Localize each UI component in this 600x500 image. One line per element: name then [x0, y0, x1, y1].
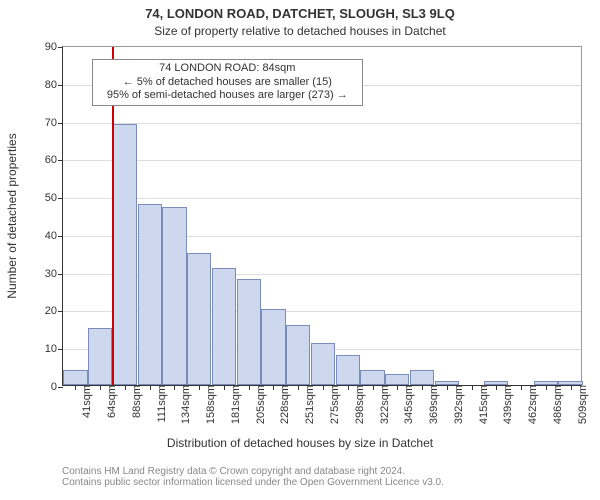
histogram-bar: [360, 370, 384, 385]
y-tick-label: 20: [45, 305, 63, 317]
x-tick-mark: [199, 385, 200, 390]
histogram-bar: [410, 370, 434, 385]
x-tick-mark: [348, 385, 349, 390]
x-tick-label: 64sqm: [104, 385, 118, 418]
x-tick-mark: [298, 385, 299, 390]
x-tick-label: 392sqm: [451, 385, 465, 424]
histogram-bar: [162, 207, 186, 385]
x-tick-mark: [496, 385, 497, 390]
x-axis-label: Distribution of detached houses by size …: [0, 436, 600, 450]
x-tick-mark: [447, 385, 448, 390]
y-tick-label: 90: [45, 41, 63, 53]
x-tick-label: 345sqm: [401, 385, 415, 424]
chart-container: 74, LONDON ROAD, DATCHET, SLOUGH, SL3 9L…: [0, 0, 600, 500]
x-tick-label: 415sqm: [476, 385, 490, 424]
y-tick-label: 80: [45, 79, 63, 91]
y-tick-label: 0: [51, 381, 63, 393]
y-tick-label: 60: [45, 154, 63, 166]
x-tick-label: 228sqm: [277, 385, 291, 424]
histogram-bar: [88, 328, 112, 385]
x-tick-mark: [546, 385, 547, 390]
attribution-line: Contains public sector information licen…: [62, 477, 444, 488]
x-tick-mark: [422, 385, 423, 390]
gridline: [63, 160, 581, 161]
x-tick-label: 111sqm: [154, 385, 168, 423]
histogram-bar: [113, 124, 137, 385]
x-tick-mark: [273, 385, 274, 390]
x-tick-mark: [100, 385, 101, 390]
y-axis-label: Number of detached properties: [5, 133, 19, 298]
x-tick-label: 509sqm: [575, 385, 589, 424]
x-tick-label: 181sqm: [228, 385, 242, 424]
x-tick-label: 322sqm: [377, 385, 391, 424]
histogram-bar: [311, 343, 335, 385]
histogram-bar: [336, 355, 360, 385]
x-tick-mark: [150, 385, 151, 390]
x-tick-mark: [521, 385, 522, 390]
histogram-bar: [138, 204, 162, 385]
gridline: [63, 198, 581, 199]
x-tick-label: 462sqm: [525, 385, 539, 424]
attribution-text: Contains HM Land Registry data © Crown c…: [62, 466, 444, 488]
x-tick-mark: [75, 385, 76, 390]
x-tick-mark: [373, 385, 374, 390]
x-tick-mark: [174, 385, 175, 390]
y-tick-label: 40: [45, 230, 63, 242]
chart-subtitle: Size of property relative to detached ho…: [0, 24, 600, 38]
x-tick-mark: [323, 385, 324, 390]
gridline: [63, 123, 581, 124]
x-tick-mark: [249, 385, 250, 390]
histogram-bar: [237, 279, 261, 385]
x-tick-label: 298sqm: [352, 385, 366, 424]
x-tick-label: 88sqm: [129, 385, 143, 418]
plot-area: 010203040506070809041sqm64sqm88sqm111sqm…: [62, 46, 582, 386]
histogram-bar: [187, 253, 211, 385]
x-tick-label: 158sqm: [203, 385, 217, 424]
x-tick-mark: [125, 385, 126, 390]
chart-title: 74, LONDON ROAD, DATCHET, SLOUGH, SL3 9L…: [0, 6, 600, 21]
annotation-line: 74 LONDON ROAD: 84sqm: [97, 62, 357, 76]
attribution-line: Contains HM Land Registry data © Crown c…: [62, 466, 444, 477]
x-tick-mark: [397, 385, 398, 390]
x-tick-mark: [472, 385, 473, 390]
annotation-line: 95% of semi-detached houses are larger (…: [97, 89, 357, 103]
histogram-bar: [212, 268, 236, 385]
annotation-box: 74 LONDON ROAD: 84sqm← 5% of detached ho…: [92, 59, 362, 106]
x-tick-label: 134sqm: [178, 385, 192, 424]
x-tick-label: 439sqm: [500, 385, 514, 424]
histogram-bar: [286, 325, 310, 385]
x-tick-label: 486sqm: [550, 385, 564, 424]
y-tick-label: 10: [45, 343, 63, 355]
y-tick-label: 30: [45, 268, 63, 280]
histogram-bar: [385, 374, 409, 385]
x-tick-mark: [571, 385, 572, 390]
x-tick-label: 41sqm: [79, 385, 93, 418]
y-tick-label: 70: [45, 117, 63, 129]
annotation-line: ← 5% of detached houses are smaller (15): [97, 76, 357, 90]
histogram-bar: [261, 309, 285, 385]
y-tick-label: 50: [45, 192, 63, 204]
x-tick-label: 251sqm: [302, 385, 316, 424]
x-tick-mark: [224, 385, 225, 390]
histogram-bar: [63, 370, 87, 385]
x-tick-label: 369sqm: [426, 385, 440, 424]
x-tick-label: 275sqm: [327, 385, 341, 424]
x-tick-label: 205sqm: [253, 385, 267, 424]
